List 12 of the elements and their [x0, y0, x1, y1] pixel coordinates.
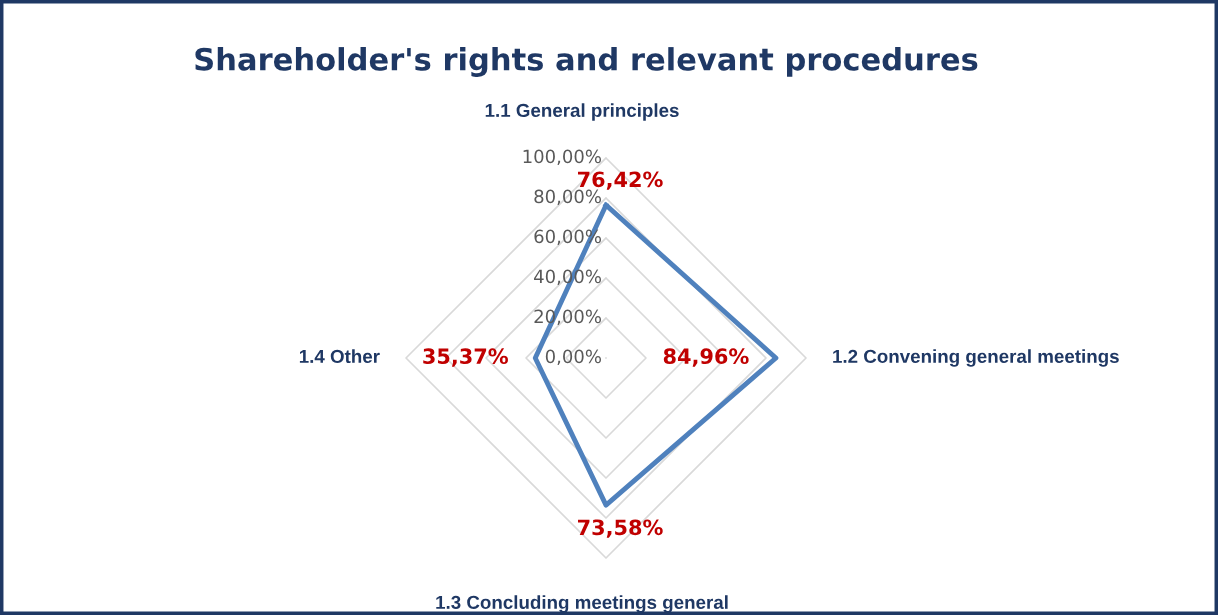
chart-title: Shareholder's rights and relevant procedures: [195, 47, 978, 77]
y-tick-label: 100,00%: [523, 149, 601, 166]
data-label: 73,58%: [578, 519, 663, 538]
data-label: 76,42%: [578, 171, 663, 190]
y-tick-label: 80,00%: [534, 189, 601, 206]
spoke-label: 1.3 Concluding meetings general: [436, 595, 728, 613]
spoke-label: 1.4 Other: [299, 349, 380, 364]
y-tick-label: 0,00%: [545, 349, 601, 366]
data-label: 35,37%: [423, 348, 508, 367]
spoke-label: 1.1 General principles: [485, 103, 679, 121]
data-label: 84,96%: [663, 348, 749, 367]
spoke-label: 1.2 Convening general meetings: [833, 349, 1119, 367]
